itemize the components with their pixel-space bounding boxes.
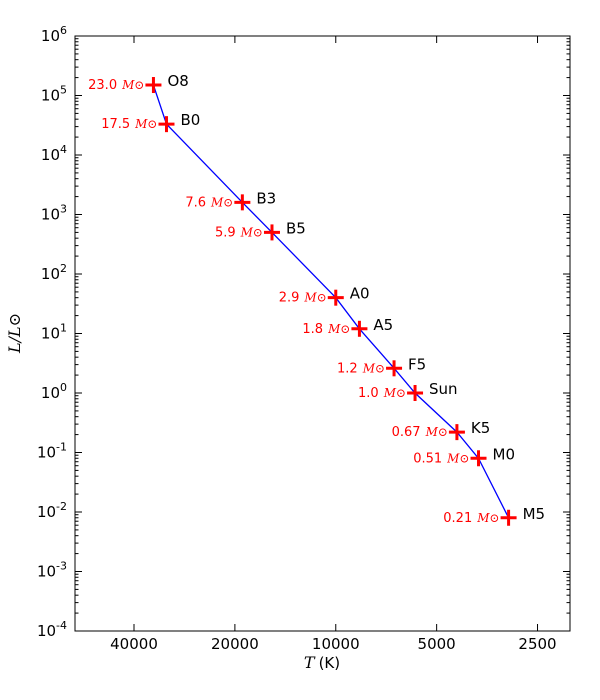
star-name-label: B0 <box>180 111 200 129</box>
star-mass-label: 1.0 M⊙ <box>358 386 406 401</box>
x-tick-label: 10000 <box>312 635 360 653</box>
axis-ticks <box>75 35 570 632</box>
y-axis-title: L/L⊙ <box>5 313 24 354</box>
star-marker-sun <box>407 385 424 401</box>
star-mass-label: 5.9 M⊙ <box>215 225 263 240</box>
y-tick-label: 103 <box>41 203 67 224</box>
y-tick-label: 10-1 <box>37 441 67 462</box>
y-tick-label: 10-3 <box>37 560 67 581</box>
star-mass-label: 0.67 M⊙ <box>392 425 448 440</box>
star-marker-o8 <box>145 77 162 94</box>
y-tick-label: 105 <box>41 84 67 105</box>
y-tick-label: 10-2 <box>37 500 67 521</box>
y-tick-label: 102 <box>41 262 67 283</box>
star-marker-a0 <box>327 289 344 306</box>
star-name-label: A0 <box>350 285 370 303</box>
star-mass-label: 2.9 M⊙ <box>279 291 327 306</box>
star-marker-m5 <box>500 509 517 526</box>
star-name-label: M0 <box>493 445 515 463</box>
y-tick-label: 100 <box>41 381 67 402</box>
star-name-label: M5 <box>523 505 546 523</box>
star-mass-label: 1.2 M⊙ <box>337 361 385 376</box>
star-mass-label: 23.0 M⊙ <box>88 78 144 93</box>
y-tick-label: 10-4 <box>37 619 67 640</box>
star-mass-label: 7.6 M⊙ <box>185 195 233 210</box>
x-tick-labels: 40000 20000 10000 5000 2500 <box>110 635 556 653</box>
star-mass-label: 17.5 M⊙ <box>101 117 157 132</box>
star-name-label: B3 <box>256 189 276 207</box>
star-name-label: O8 <box>167 72 188 90</box>
star-mass-label: 1.8 M⊙ <box>302 322 350 337</box>
star-labels: O8 23.0 M⊙ B0 17.5 M⊙ B3 7.6 M⊙ B5 5.9 M⊙ A0 2.9 M⊙ A5 1… <box>88 72 545 526</box>
y-tick-labels: 106 105 104 103 102 101 100 10-1 10-2 10-3 10-4 <box>37 24 67 640</box>
star-marker-f5 <box>386 360 403 377</box>
star-markers <box>145 77 517 526</box>
x-tick-label: 5000 <box>418 635 456 653</box>
x-tick-label: 40000 <box>110 635 158 653</box>
star-marker-b5 <box>263 224 280 241</box>
star-mass-label: 0.51 M⊙ <box>413 451 469 466</box>
star-marker-b0 <box>158 116 175 133</box>
star-name-label: A5 <box>373 316 393 334</box>
y-tick-label: 104 <box>41 143 67 164</box>
x-tick-label: 20000 <box>211 635 259 653</box>
y-tick-label: 106 <box>41 24 67 45</box>
star-name-label: Sun <box>429 380 458 398</box>
star-name-label: B5 <box>286 219 306 237</box>
star-mass-label: 0.21 M⊙ <box>443 511 499 526</box>
y-tick-label: 101 <box>41 322 67 343</box>
star-marker-b3 <box>234 194 251 211</box>
x-tick-label: 2500 <box>518 635 556 653</box>
star-name-label: F5 <box>408 355 426 373</box>
star-name-label: K5 <box>471 419 490 437</box>
star-marker-a5 <box>351 320 368 337</box>
star-marker-k5 <box>448 424 465 441</box>
x-axis-title: T (K) <box>304 653 340 672</box>
star-marker-m0 <box>470 450 487 467</box>
